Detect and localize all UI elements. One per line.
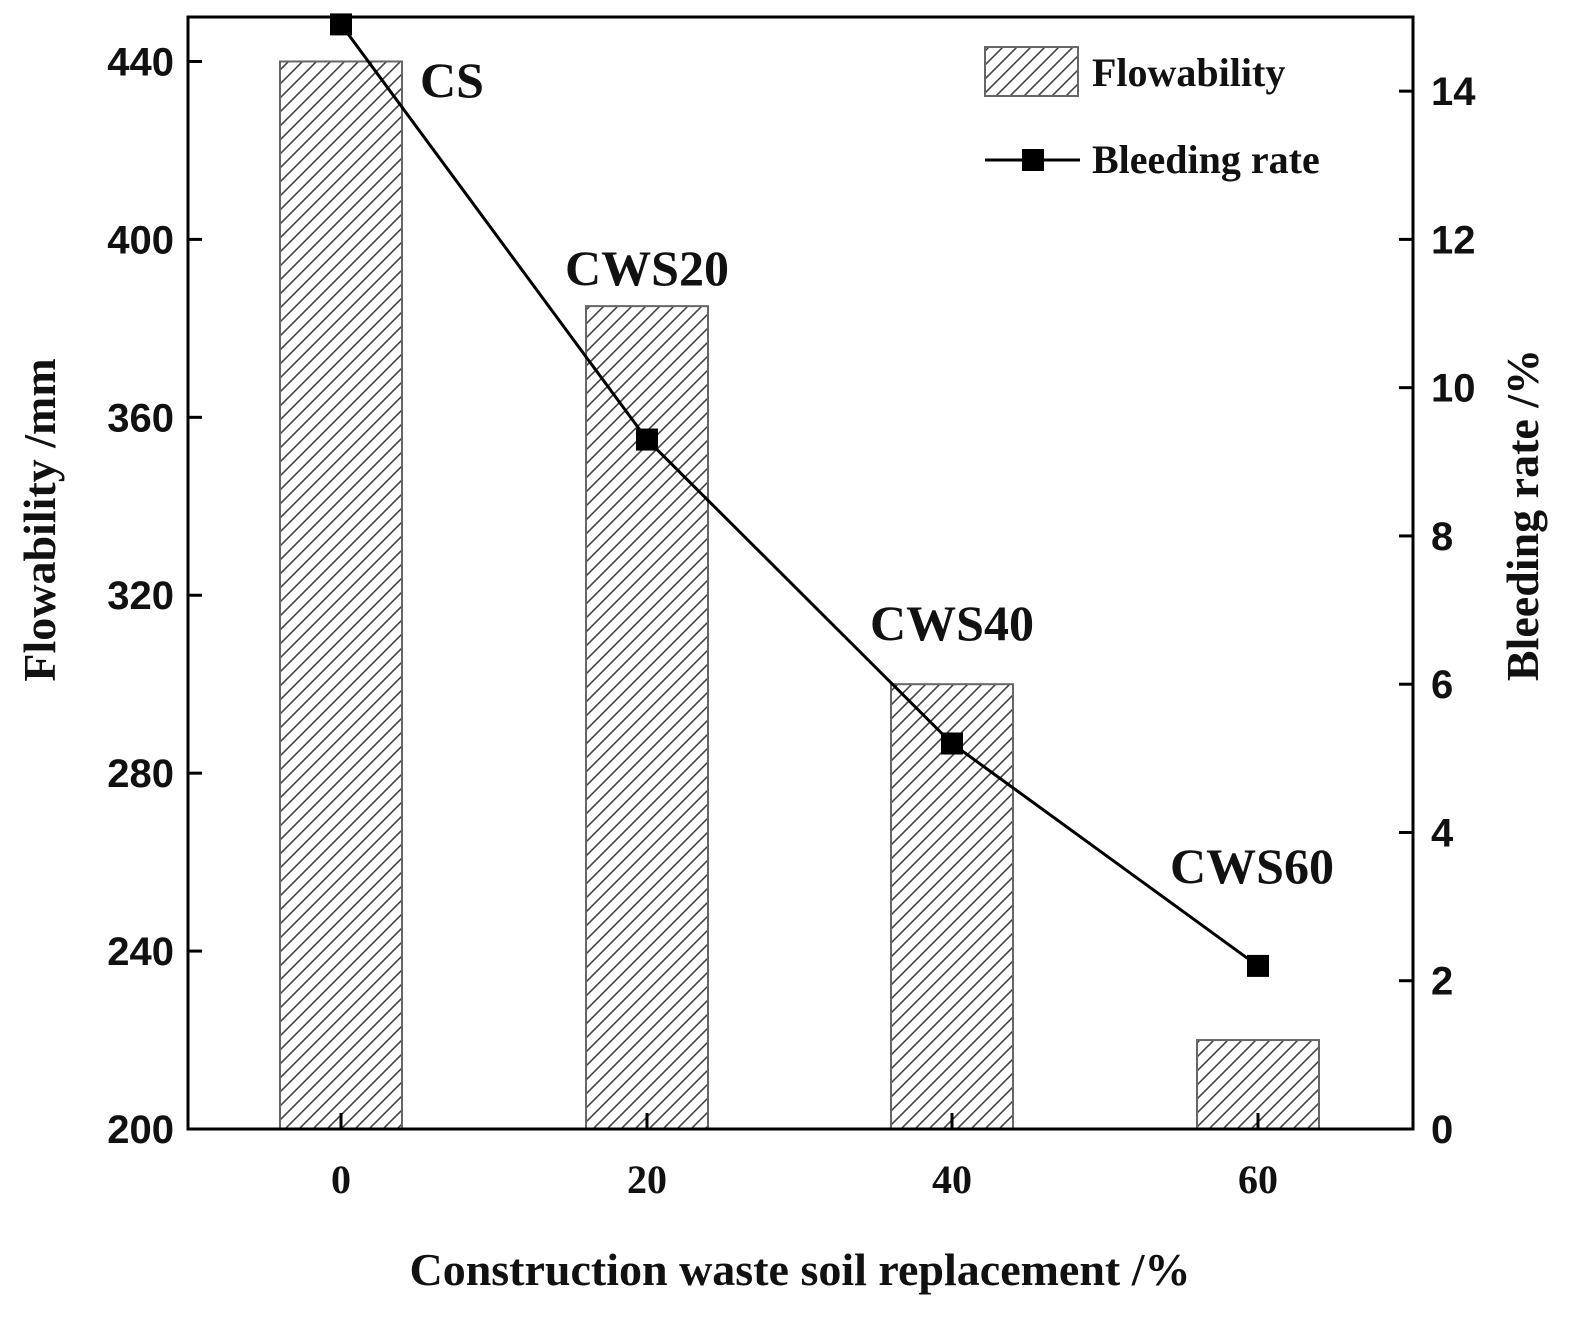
right-tick-label-12: 12 <box>1431 218 1476 262</box>
right-tick-label-2: 2 <box>1431 960 1453 1004</box>
left-tick-label-440: 440 <box>107 40 174 84</box>
left-tick-label-200: 200 <box>107 1108 174 1152</box>
legend-flowability-swatch <box>984 46 1079 97</box>
bleeding-rate-line <box>330 13 1269 977</box>
bleeding-point-40 <box>941 732 963 755</box>
bleeding-point-20 <box>636 428 658 451</box>
left-axis: 200 240 280 320 360 400 440 <box>107 40 202 1152</box>
x-tick-label-60: 60 <box>1238 1157 1278 1202</box>
left-tick-label-360: 360 <box>107 396 174 440</box>
left-tick-label-320: 320 <box>107 574 174 618</box>
right-tick-label-4: 4 <box>1431 811 1454 855</box>
x-axis: 0 20 40 60 <box>331 1113 1278 1202</box>
bar-0 <box>279 60 403 1131</box>
right-tick-label-8: 8 <box>1431 515 1453 559</box>
plot-frame <box>186 15 1415 1131</box>
left-tick-label-240: 240 <box>107 930 174 974</box>
point-label-CS: CS <box>420 52 484 108</box>
x-tick-label-20: 20 <box>627 1157 667 1202</box>
x-axis-title: Construction waste soil replacement /% <box>409 1244 1190 1295</box>
bleeding-rate-path <box>339 23 1259 968</box>
bar-40 <box>890 683 1014 1130</box>
legend-bleeding-label: Bleeding rate <box>1092 137 1320 182</box>
bleeding-point-0 <box>330 13 352 36</box>
right-axis: 0 2 4 6 8 10 12 14 <box>1399 70 1476 1152</box>
left-tick-label-280: 280 <box>107 752 174 796</box>
point-label-CWS60: CWS60 <box>1170 838 1334 894</box>
right-tick-label-6: 6 <box>1431 663 1453 707</box>
point-labels: CS CWS20 CWS40 CWS60 <box>420 52 1334 894</box>
legend-flowability-label: Flowability <box>1092 50 1285 95</box>
bleeding-point-60 <box>1247 954 1269 977</box>
left-tick-label-400: 400 <box>107 218 174 262</box>
x-tick-label-0: 0 <box>331 1157 351 1202</box>
y-axis-left-title: Flowability /mm <box>14 358 65 681</box>
right-tick-label-10: 10 <box>1431 367 1476 411</box>
legend: Flowability Bleeding rate <box>984 46 1320 182</box>
point-label-CWS40: CWS40 <box>870 595 1034 651</box>
y-axis-right-title: Bleeding rate /% <box>1497 349 1548 681</box>
point-label-CWS20: CWS20 <box>565 240 729 296</box>
bar-60 <box>1196 1039 1320 1131</box>
right-tick-label-14: 14 <box>1431 70 1476 114</box>
right-tick-label-0: 0 <box>1431 1108 1453 1152</box>
legend-bleeding-marker <box>1022 149 1044 171</box>
x-tick-label-40: 40 <box>932 1157 972 1202</box>
flowability-bars <box>279 60 1320 1131</box>
